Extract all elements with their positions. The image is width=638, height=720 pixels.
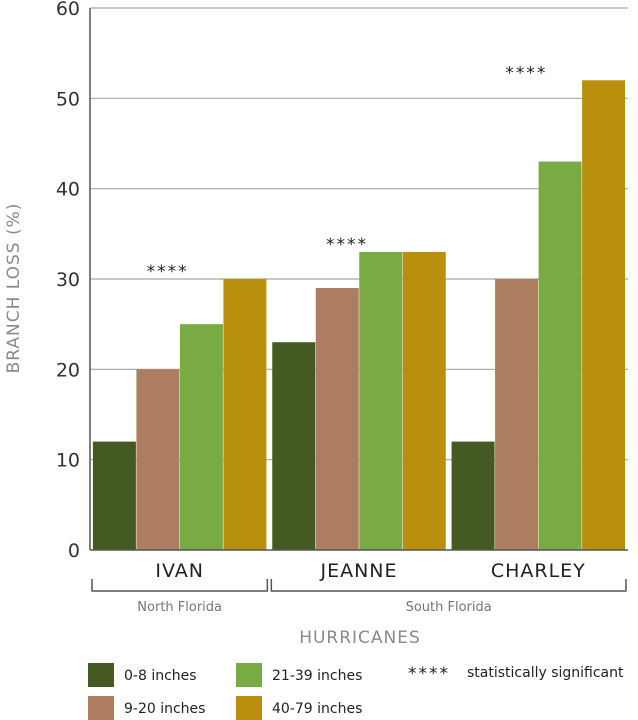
bar-ivan-series-3 [179, 324, 223, 550]
y-tick-labels: 0 10 20 30 40 50 60 [56, 0, 80, 562]
region-bracket [91, 579, 269, 592]
y-tick-label: 10 [56, 450, 80, 472]
x-axis-label: HURRICANES [299, 628, 421, 648]
bars [92, 80, 626, 551]
bar-charley-series-1 [451, 441, 495, 550]
significance-marker: **** [505, 63, 547, 83]
region-label: North Florida [137, 600, 222, 615]
y-tick-label: 40 [56, 179, 80, 201]
legend-swatch [236, 696, 262, 720]
region-brackets: North Florida South Florida [91, 579, 627, 615]
y-tick-label: 20 [56, 359, 80, 381]
bar-jeanne-series-3 [359, 251, 403, 550]
legend-label: 21-39 inches [272, 668, 362, 684]
legend-significance-marker: **** [408, 664, 450, 684]
y-axis-label: BRANCH LOSS (%) [4, 203, 24, 374]
category-label-jeanne: JEANNE [319, 560, 397, 582]
significance-markers: **** **** **** [147, 63, 547, 282]
region-bracket [270, 579, 627, 592]
legend-swatch [88, 663, 114, 687]
gridlines [90, 7, 628, 461]
bar-charley-series-4 [582, 80, 626, 551]
bar-jeanne-series-1 [272, 342, 316, 550]
y-tick-label: 0 [68, 540, 80, 562]
legend-label: 9-20 inches [124, 701, 205, 717]
bar-charley-series-3 [538, 161, 582, 551]
significance-marker: **** [147, 262, 189, 282]
legend-swatch [88, 696, 114, 720]
y-tick-label: 60 [56, 0, 80, 20]
legend-label: 40-79 inches [272, 701, 362, 717]
bar-ivan-series-2 [136, 369, 180, 550]
region-label: South Florida [406, 600, 492, 615]
category-labels: IVAN JEANNE CHARLEY [155, 560, 586, 582]
y-tick-label: 50 [56, 88, 80, 110]
bar-jeanne-series-4 [402, 251, 446, 550]
axes [89, 8, 628, 551]
category-label-charley: CHARLEY [491, 560, 586, 582]
bar-ivan-series-4 [223, 279, 267, 550]
legend-significance-label: statistically significant [467, 665, 624, 681]
bar-charley-series-2 [495, 279, 539, 550]
bar-ivan-series-1 [92, 441, 136, 550]
category-label-ivan: IVAN [155, 560, 204, 582]
significance-marker: **** [326, 235, 368, 255]
y-tick-label: 30 [56, 269, 80, 291]
legend-swatch [236, 663, 262, 687]
legend: 0-8 inches 9-20 inches 21-39 inches 40-79 i… [88, 663, 624, 720]
bar-jeanne-series-2 [315, 288, 359, 550]
legend-label: 0-8 inches [124, 668, 197, 684]
